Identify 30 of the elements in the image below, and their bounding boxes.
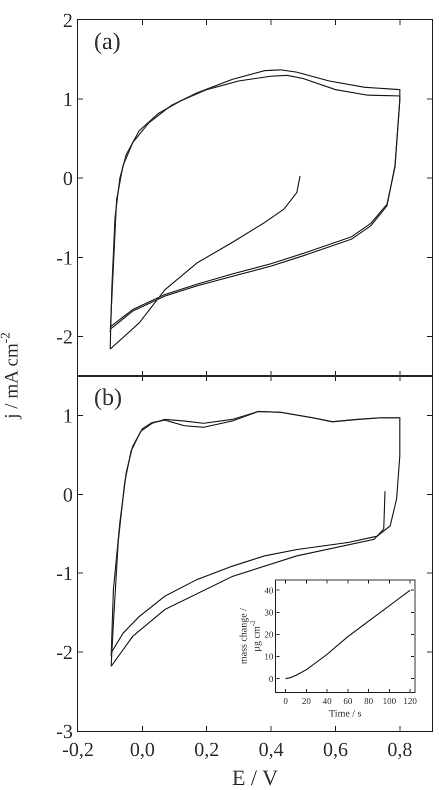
y-tick-label: 1: [62, 89, 73, 112]
x-tick-label: 60: [343, 696, 353, 706]
x-tick-label: 0,2: [194, 739, 220, 762]
x-tick-label: 0,4: [258, 739, 284, 762]
y-tick-label: -2: [56, 326, 73, 348]
y-tick-label: -1: [56, 563, 73, 586]
x-axis-title: Time / s: [329, 708, 362, 720]
annotation: (a): [94, 29, 121, 55]
x-tick-label: 0,6: [322, 739, 348, 762]
y-tick-label: 20: [264, 630, 274, 640]
y-tick-label: 2: [62, 10, 73, 32]
y-tick-label: 0: [268, 674, 274, 684]
y-tick-label: -2: [56, 642, 73, 664]
y-tick-label: 30: [264, 607, 274, 618]
x-tick-label: 120: [403, 696, 418, 706]
x-tick-label: 20: [302, 696, 312, 706]
y-tick-label: 40: [264, 585, 274, 596]
y-tick-label: -1: [56, 247, 73, 270]
x-tick-label: 0,0: [130, 739, 155, 762]
y-tick-label: 0: [62, 484, 73, 506]
y-tick-label: 10: [264, 652, 274, 662]
x-tick-label: 40: [322, 696, 332, 706]
y-tick-label: 0: [62, 168, 73, 190]
annotation: (b): [94, 385, 122, 411]
x-axis-title: E / V: [232, 765, 278, 790]
x-tick-label: 0,8: [387, 739, 412, 762]
y-tick-label: 1: [62, 405, 73, 428]
x-tick-label: 100: [382, 696, 397, 706]
x-tick-label: 80: [364, 696, 374, 706]
x-tick-label: 0: [283, 696, 288, 706]
